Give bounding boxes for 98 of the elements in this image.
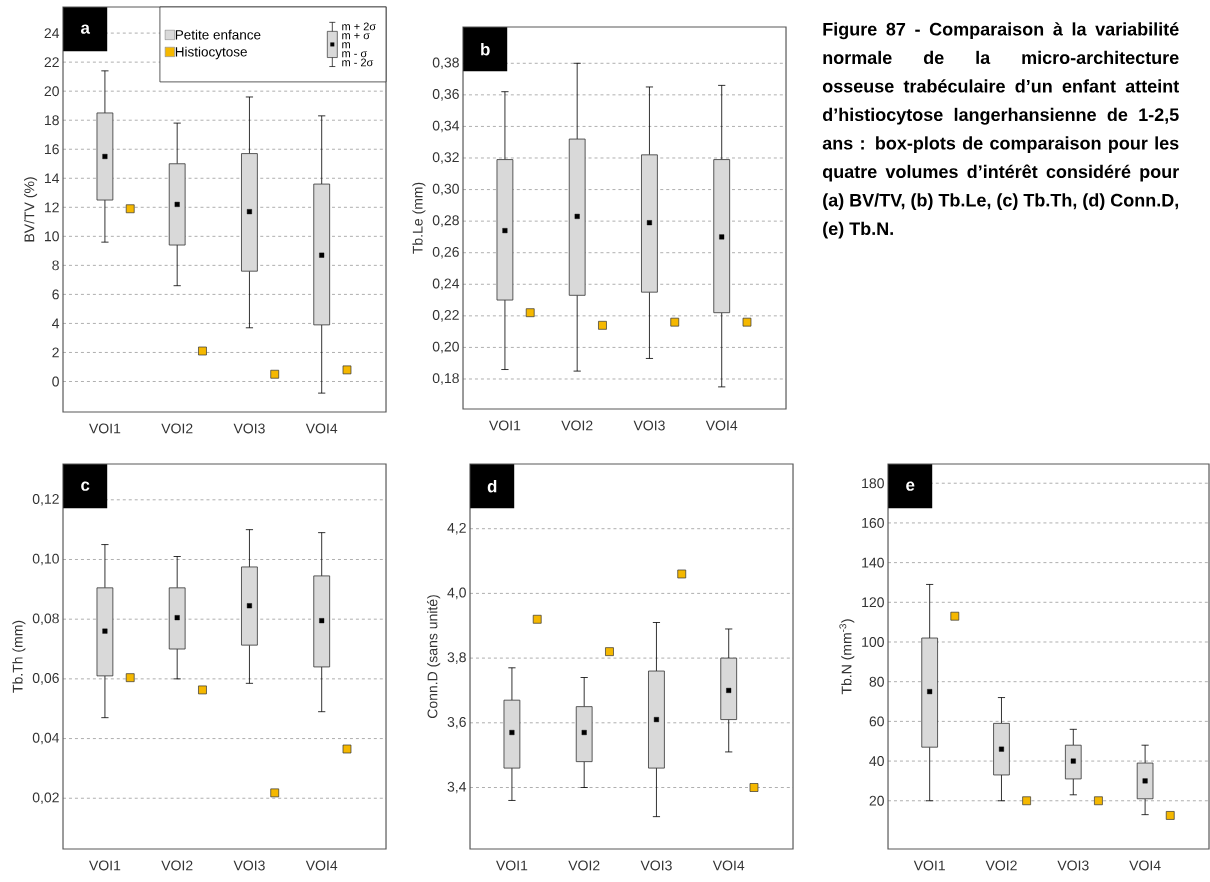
legend-label: Petite enfance: [175, 29, 261, 40]
point: [1165, 811, 1175, 820]
annotation: m + 2σ: [342, 22, 376, 31]
x-tick-label: VOI2: [568, 860, 600, 871]
y-tick-label: 60: [869, 716, 884, 727]
point: [1094, 796, 1103, 806]
y-tick-label: 0,12: [32, 494, 59, 506]
y-tick-label: 100: [862, 637, 884, 647]
y-tick-label: 18: [44, 115, 59, 126]
x-tick-label: VOI2: [161, 860, 193, 871]
point: [605, 647, 614, 656]
y-tick-label: 0,30: [432, 183, 459, 196]
annotation: m + σ: [342, 32, 370, 40]
y-tick-label: 8: [52, 260, 59, 271]
y-axis-title: Tb.Th (mm): [12, 620, 26, 693]
text: d: [487, 479, 497, 493]
y-tick-label: 180: [862, 478, 884, 489]
y-tick-label: 0,22: [432, 310, 459, 322]
text: a: [80, 24, 91, 34]
point: [270, 788, 280, 798]
x-tick-label: VOI3: [233, 860, 265, 871]
y-tick-label: 4,2: [447, 522, 466, 535]
y-tick-label: 20: [44, 86, 59, 97]
y-tick-label: 0,08: [32, 613, 59, 625]
x-tick-label: VOI4: [705, 420, 738, 431]
x-tick-label: VOI2: [985, 860, 1017, 871]
point: [125, 204, 135, 214]
annotation: m: [342, 42, 350, 49]
y-axis-title: Conn.D (sans unité): [426, 595, 441, 719]
x-tick-label: VOI3: [233, 423, 265, 434]
x-tick-label: VOI4: [305, 860, 338, 871]
point: [950, 611, 960, 621]
y-axis-title: BV/TV (%): [24, 177, 38, 242]
text: e: [906, 481, 915, 491]
y-tick-label: 40: [869, 756, 884, 767]
x-tick-label: VOI1: [489, 420, 521, 431]
y-tick-label: 0,02: [32, 792, 59, 805]
legend-label: Histiocytose: [175, 46, 247, 60]
y-tick-label: 4: [52, 318, 60, 329]
y-tick-label: 3,6: [447, 717, 466, 729]
y-tick-label: 6: [52, 289, 59, 300]
x-tick-label: VOI3: [1057, 860, 1089, 871]
y-tick-label: 24: [44, 28, 60, 38]
x-tick-label: VOI1: [913, 860, 945, 871]
text: Figure 87 - Comparaison à la variabilité normale de la micro-architecture osseuse trabéculaire d’un enfant atteint d’histiocytose langerhansienne de 1-2,5 ans : box-plots de comparaison pour les quatre volumes d’intérêt considéré pour (a) BV/TV, (b) Tb.Le, (c) Tb.Th, (d) Conn.D, (e) Tb.N.: [822, 22, 1179, 239]
y-tick-label: 160: [862, 517, 884, 528]
y-tick-label: 20: [869, 795, 884, 806]
x-tick-label: VOI2: [161, 423, 193, 434]
annotation: m - σ: [342, 51, 368, 58]
x-tick-label: VOI3: [640, 860, 672, 871]
x-tick-label: VOI1: [89, 860, 121, 871]
x-tick-label: VOI4: [1129, 860, 1161, 871]
point: [198, 685, 207, 695]
point: [532, 614, 542, 624]
y-tick-label: 0,20: [432, 341, 459, 354]
y-tick-label: 4,0: [447, 587, 466, 600]
y-tick-label: 120: [862, 597, 884, 608]
point: [198, 346, 207, 356]
y-tick-label: 3,4: [447, 781, 467, 794]
point: [677, 569, 687, 579]
x-tick-label: VOI2: [561, 420, 593, 431]
y-tick-label: 0,36: [432, 89, 459, 101]
y-tick-label: 0,26: [432, 246, 459, 259]
y-tick-label: 0,28: [432, 215, 459, 227]
y-tick-label: 80: [869, 676, 884, 687]
y-tick-label: 0,24: [432, 278, 460, 291]
y-tick-label: 0,18: [432, 373, 459, 385]
x-tick-label: VOI3: [633, 420, 665, 431]
y-tick-label: 0: [52, 376, 59, 387]
x-tick-label: VOI1: [89, 423, 121, 434]
text: c: [81, 481, 90, 491]
y-tick-label: 140: [862, 557, 884, 568]
point: [342, 365, 352, 375]
x-tick-label: VOI4: [305, 423, 338, 434]
y-tick-label: 12: [44, 202, 59, 213]
x-tick-label: VOI4: [712, 860, 745, 871]
y-tick-label: 2: [52, 347, 59, 358]
point: [125, 673, 135, 683]
y-axis-title: Tb.Le (mm): [412, 182, 426, 254]
y-axis-title: Tb.N (mm$^{-3}$): [839, 619, 855, 695]
y-tick-label: 0,38: [432, 57, 459, 70]
y-tick-label: 10: [44, 231, 59, 242]
annotation: m - 2σ: [342, 58, 374, 67]
y-tick-label: 0,06: [32, 673, 59, 685]
y-tick-label: 0,34: [432, 120, 460, 133]
point: [342, 744, 352, 754]
point: [1022, 796, 1031, 806]
point: [749, 783, 759, 792]
y-tick-label: 16: [44, 144, 59, 155]
y-tick-label: 22: [44, 57, 59, 68]
y-tick-label: 0,10: [32, 553, 59, 566]
x-tick-label: VOI1: [496, 860, 528, 871]
y-tick-label: 0,32: [432, 152, 459, 164]
y-tick-label: 0,04: [32, 732, 60, 745]
y-tick-label: 3,8: [447, 652, 466, 664]
point: [270, 369, 280, 379]
y-tick-label: 14: [44, 173, 60, 184]
text: b: [481, 42, 490, 56]
